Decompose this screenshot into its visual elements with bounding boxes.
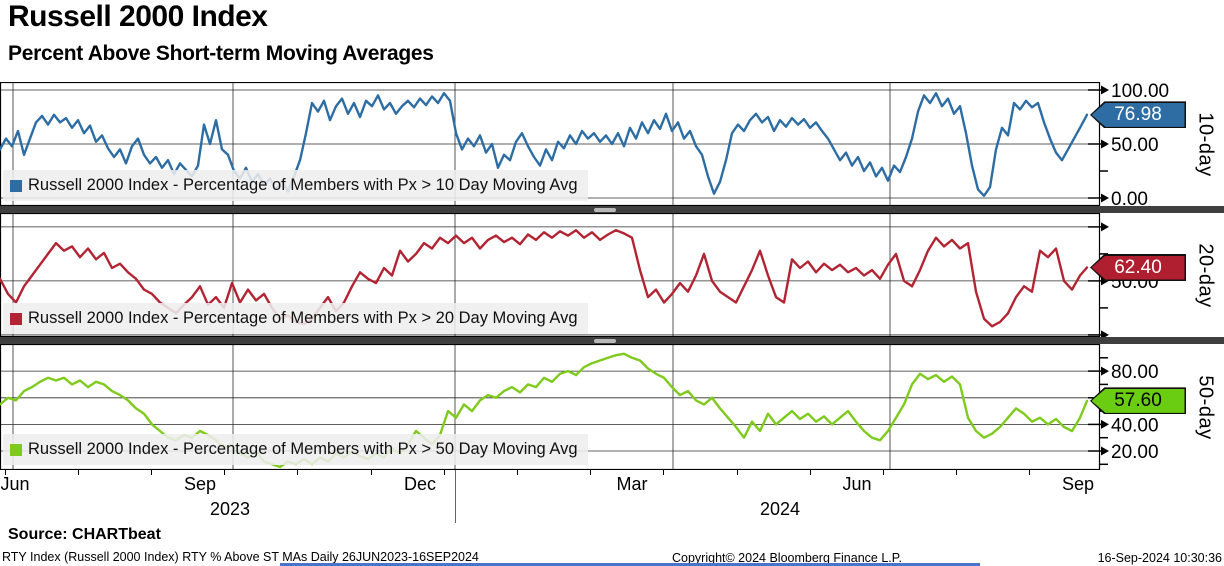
legend-10day[interactable]: Russell 2000 Index - Percentage of Membe… bbox=[3, 170, 588, 201]
x-axis-tick bbox=[371, 470, 372, 475]
x-axis-tick bbox=[590, 470, 591, 475]
chart-title: Russell 2000 Index bbox=[8, 0, 268, 33]
last-value-badge-50day: 57.60 bbox=[1090, 387, 1186, 415]
legend-swatch-20day bbox=[10, 312, 22, 325]
x-axis-tick bbox=[151, 470, 152, 475]
legend-20day[interactable]: Russell 2000 Index - Percentage of Membe… bbox=[3, 303, 588, 334]
chart-subtitle: Percent Above Short-term Moving Averages bbox=[8, 42, 434, 65]
x-axis-tick bbox=[517, 470, 518, 475]
source-label: Source: CHARTbeat bbox=[8, 526, 161, 543]
last-value-badge-10day: 76.98 bbox=[1090, 101, 1186, 129]
x-axis-month-label: Jun bbox=[0, 474, 30, 494]
panel-20day: 50.00 Russell 2000 Index - Percentage of… bbox=[0, 213, 1224, 337]
panel-splitter-1[interactable] bbox=[0, 206, 1224, 213]
legend-label-10day: Russell 2000 Index - Percentage of Membe… bbox=[28, 176, 578, 194]
x-axis-month-label: Dec bbox=[403, 474, 437, 494]
chart-meta-label: RTY Index (Russell 2000 Index) RTY % Abo… bbox=[2, 550, 479, 564]
x-axis-year-label: 2024 bbox=[759, 499, 801, 519]
x-axis-tick bbox=[5, 470, 6, 475]
svg-text:0.00: 0.00 bbox=[1111, 189, 1148, 206]
axis-label-20day: 20-day bbox=[1194, 242, 1217, 308]
svg-text:50.00: 50.00 bbox=[1111, 135, 1159, 156]
x-axis-tick bbox=[956, 470, 957, 475]
copyright-label: Copyright© 2024 Bloomberg Finance L.P. bbox=[672, 551, 902, 565]
x-axis-month-label: Sep bbox=[1061, 474, 1095, 494]
x-axis-month-label: Mar bbox=[616, 474, 648, 494]
x-axis-tick bbox=[883, 470, 884, 475]
legend-label-50day: Russell 2000 Index - Percentage of Membe… bbox=[28, 440, 578, 458]
x-axis-tick bbox=[810, 470, 811, 475]
timestamp-label: 16-Sep-2024 10:30:36 bbox=[1097, 551, 1222, 565]
legend-label-20day: Russell 2000 Index - Percentage of Membe… bbox=[28, 309, 578, 327]
panel-10day: 100.00 50.00 0.00 Russell 2000 Index - Per… bbox=[0, 82, 1224, 206]
svg-text:40.00: 40.00 bbox=[1111, 415, 1159, 436]
svg-text:80.00: 80.00 bbox=[1111, 362, 1159, 383]
x-axis-month-label: Jun bbox=[842, 474, 872, 494]
year-separator-line bbox=[455, 470, 456, 523]
legend-50day[interactable]: Russell 2000 Index - Percentage of Membe… bbox=[3, 434, 588, 465]
svg-text:20.00: 20.00 bbox=[1111, 442, 1159, 463]
legend-swatch-50day bbox=[10, 443, 22, 456]
x-axis-tick bbox=[224, 470, 225, 475]
x-axis-tick bbox=[78, 470, 79, 475]
axis-label-50day: 50-day bbox=[1194, 374, 1217, 440]
splitter-handle-icon[interactable] bbox=[594, 207, 616, 212]
splitter-handle-icon[interactable] bbox=[594, 338, 616, 343]
x-axis-tick bbox=[737, 470, 738, 475]
x-axis-month-label: Sep bbox=[183, 474, 217, 494]
x-axis-tick bbox=[444, 470, 445, 475]
x-axis-tick bbox=[663, 470, 664, 475]
legend-swatch-10day bbox=[10, 179, 22, 192]
axis-label-10day: 10-day bbox=[1194, 111, 1217, 177]
panel-splitter-2[interactable] bbox=[0, 337, 1224, 344]
bottom-accent-bar bbox=[280, 563, 980, 566]
x-axis-year-label: 2023 bbox=[209, 499, 251, 519]
x-axis-tick bbox=[1029, 470, 1030, 475]
x-axis-tick bbox=[297, 470, 298, 475]
svg-text:100.00: 100.00 bbox=[1111, 82, 1169, 102]
last-value-badge-20day: 62.40 bbox=[1090, 254, 1186, 281]
